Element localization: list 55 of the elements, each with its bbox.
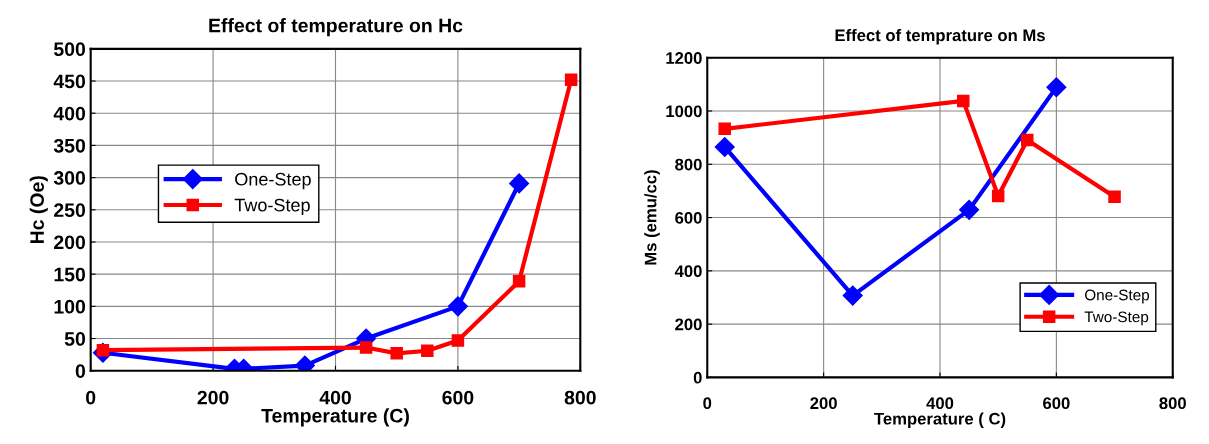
x-tick-label: 600 [1043, 397, 1070, 410]
legend-label: Two-Step [234, 198, 310, 216]
y-tick-label: 100 [54, 299, 86, 314]
y-tick-label: 300 [53, 171, 86, 185]
x-axis-title: Temperature (C) [261, 408, 409, 427]
point [421, 344, 434, 358]
y-tick-label: 450 [53, 74, 86, 89]
y-tick-label: 200 [54, 235, 86, 250]
point [564, 73, 578, 86]
x-tick-label: 600 [442, 390, 474, 405]
y-tick-label: 0 [75, 364, 86, 378]
x-tick-label: 400 [319, 390, 351, 405]
x-axis-title: Temperature ( C) [874, 412, 1006, 428]
chart-title: Effect of temperature on Hc [209, 18, 463, 37]
y-tick-label: 400 [674, 265, 702, 278]
y-tick-label: 400 [53, 106, 86, 121]
y-axis-title: Ms (emu/cc) [644, 170, 660, 265]
point [842, 285, 863, 306]
point [359, 341, 373, 354]
point [959, 199, 980, 220]
point [718, 122, 731, 136]
point [451, 334, 465, 347]
y-tick-label: 50 [64, 332, 86, 346]
legend-label: One-Step [235, 172, 311, 190]
y-tick-label: 600 [675, 211, 702, 224]
chart-title: Effect of temprature on Ms [835, 28, 1045, 45]
x-tick-label: 0 [86, 390, 96, 405]
point [1021, 133, 1034, 147]
y-tick-label: 1200 [666, 52, 702, 64]
y-tick-label: 0 [693, 371, 702, 384]
y-tick-label: 250 [54, 203, 86, 218]
y-axis-title: Hc (Oe) [29, 176, 48, 244]
y-tick-label: 350 [53, 138, 86, 153]
x-tick-label: 200 [810, 397, 837, 410]
point [991, 189, 1005, 203]
point [1046, 77, 1067, 98]
point [1108, 190, 1121, 204]
legend-label: One-Step [1085, 289, 1150, 304]
point [390, 347, 403, 360]
y-tick-label: 500 [53, 42, 86, 57]
point [512, 275, 526, 288]
y-tick-label: 1000 [666, 105, 702, 118]
x-tick-label: 400 [926, 397, 954, 410]
x-tick-label: 800 [564, 390, 596, 405]
point [714, 136, 735, 157]
x-tick-label: 200 [197, 390, 229, 405]
point [509, 173, 530, 194]
point [447, 296, 468, 317]
y-tick-label: 150 [54, 267, 86, 282]
legend-label: Two-Step [1084, 311, 1149, 326]
x-tick-label: 800 [1159, 397, 1186, 410]
point [957, 94, 970, 108]
y-tick-label: 800 [675, 158, 702, 171]
x-tick-label: 0 [703, 397, 712, 410]
y-tick-label: 200 [675, 318, 702, 331]
